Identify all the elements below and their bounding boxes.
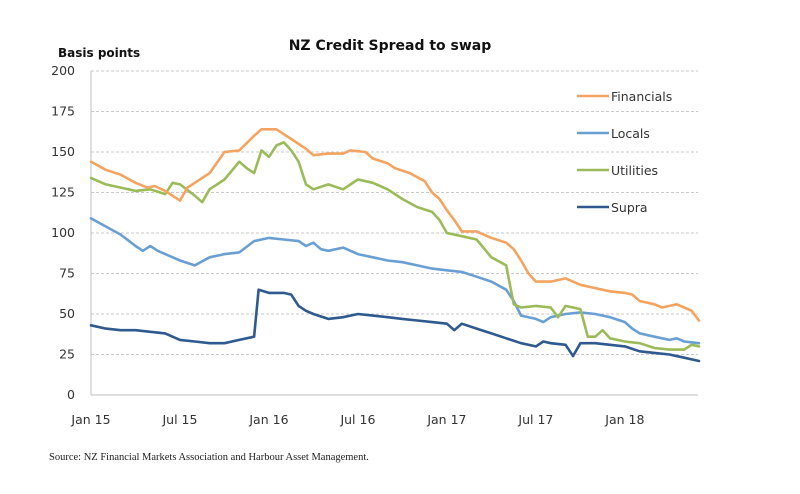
legend-label: Locals bbox=[611, 126, 650, 141]
series-line-utilities bbox=[89, 141, 701, 351]
legend-item-locals: Locals bbox=[577, 126, 650, 141]
y-tick-label: 0 bbox=[67, 387, 75, 402]
x-tick-label: Jan 15 bbox=[70, 412, 110, 427]
legend-item-utilities: Utilities bbox=[577, 163, 658, 178]
legend-item-supra: Supra bbox=[577, 200, 648, 215]
x-tick-label: Jul 15 bbox=[161, 412, 197, 427]
source-note: Source: NZ Financial Markets Association… bbox=[49, 452, 369, 463]
x-tick-label: Jul 16 bbox=[339, 412, 375, 427]
y-tick-label: 150 bbox=[51, 144, 75, 159]
series-line-locals bbox=[89, 217, 701, 345]
legend: Financials Locals Utilities Supra bbox=[577, 89, 672, 215]
y-tick-label: 175 bbox=[51, 104, 75, 119]
series-line-financials bbox=[89, 128, 701, 322]
chart-title: NZ Credit Spread to swap bbox=[289, 38, 492, 54]
gridlines bbox=[91, 70, 698, 355]
x-tick-label: Jul 17 bbox=[517, 412, 553, 427]
y-axis-label: Basis points bbox=[58, 46, 140, 60]
y-tick-label: 75 bbox=[59, 266, 75, 281]
legend-item-financials: Financials bbox=[577, 89, 672, 104]
y-tick-label: 100 bbox=[51, 225, 75, 240]
series-lines bbox=[89, 128, 701, 363]
x-tick-labels: Jan 15 Jul 15 Jan 16 Jul 16 Jan 17 Jul 17 Jan … bbox=[70, 412, 644, 427]
y-tick-label: 25 bbox=[59, 347, 75, 362]
x-tick-label: Jan 17 bbox=[426, 412, 466, 427]
x-tick-label: Jan 16 bbox=[248, 412, 288, 427]
legend-label: Financials bbox=[611, 89, 672, 104]
legend-label: Supra bbox=[611, 200, 648, 215]
x-tick-label: Jan 18 bbox=[604, 412, 644, 427]
y-tick-label: 200 bbox=[51, 63, 75, 78]
legend-label: Utilities bbox=[611, 163, 658, 178]
y-tick-label: 125 bbox=[51, 185, 75, 200]
y-tick-labels: 0 25 50 75 100 125 150 175 200 bbox=[51, 63, 75, 402]
y-tick-label: 50 bbox=[59, 306, 75, 321]
series-line-supra bbox=[89, 288, 701, 363]
